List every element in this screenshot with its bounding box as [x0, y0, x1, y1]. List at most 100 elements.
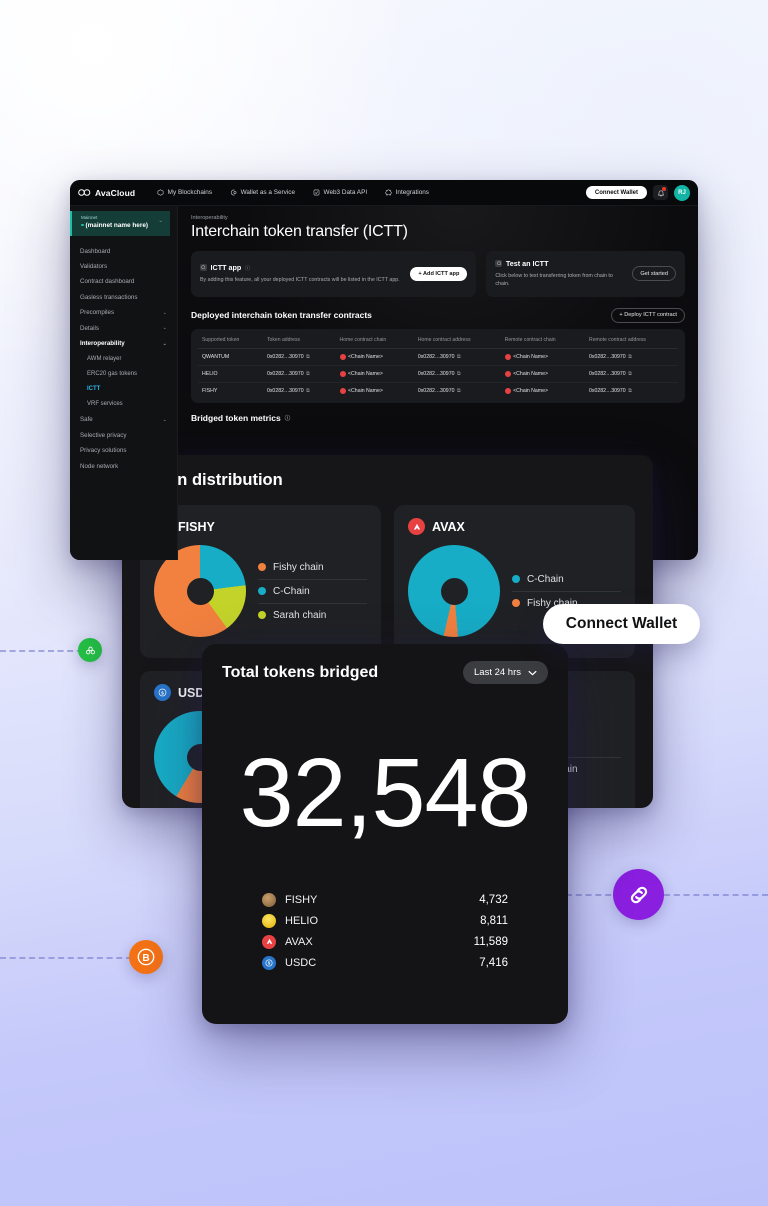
sidebar-item-precompiles[interactable]: Precompiles ⌄ — [70, 306, 177, 321]
network-selector[interactable]: Mainnet (mainnet name here) ⌄ — [70, 211, 170, 236]
brand-logo[interactable]: AvaCloud — [78, 188, 135, 198]
token-symbol: USDC — [285, 956, 317, 969]
home-chain-text: <Chain Name> — [348, 387, 383, 394]
legend-item: C-Chain — [258, 580, 367, 604]
cell-remote-address: 0x0282…30970 ⧉ — [585, 365, 678, 383]
remote-chain-text: <Chain Name> — [513, 387, 549, 394]
nav-right-actions: Connect Wallet RJ — [585, 184, 690, 201]
sidebar-item-vrf-services[interactable]: VRF services — [70, 397, 177, 412]
cell-token-address: 0x0282…30970 ⧉ — [263, 382, 336, 399]
table-row[interactable]: HELIO 0x0282…30970 ⧉ <Chain Name> 0x0282…… — [198, 365, 678, 383]
app-body: Mainnet (mainnet name here) ⌄ Dashboard … — [70, 206, 698, 560]
fishy-token-icon — [262, 892, 276, 907]
token-address-text: 0x0282…30970 — [266, 370, 304, 377]
cube-icon — [157, 189, 164, 196]
network-label: Mainnet — [81, 215, 98, 220]
copy-icon[interactable]: ⧉ — [306, 370, 310, 377]
ictt-app-card: ICTT app ⓘ By adding this feature, all y… — [191, 251, 477, 297]
info-icon[interactable]: ⓘ — [244, 265, 251, 272]
avax-donut-chart — [408, 545, 500, 637]
network-status-dot — [81, 223, 84, 227]
sidebar-item-label: Contract dashboard — [80, 278, 135, 286]
green-token-badge — [78, 638, 102, 662]
deploy-ictt-contract-button[interactable]: + Deploy ICTT contract — [611, 307, 685, 323]
avacloud-logo-icon — [78, 189, 91, 196]
sidebar-item-privacy-solutions[interactable]: Privacy solutions — [70, 443, 177, 458]
sidebar-item-label: Selective privacy — [80, 431, 127, 439]
sidebar-item-label: Gasless transactions — [80, 293, 138, 301]
copy-icon[interactable]: ⧉ — [628, 370, 632, 377]
nav-link-my-blockchains[interactable]: My Blockchains — [157, 189, 212, 196]
puzzle-icon — [385, 189, 392, 196]
time-range-label: Last 24 hrs — [474, 667, 521, 678]
sidebar-item-awm-relayer[interactable]: AWM relayer — [70, 352, 177, 367]
list-item: AVAX 11,589 — [262, 931, 508, 952]
cell-token: FISHY — [202, 387, 218, 394]
column-remote-contract-address: Remote contract address — [585, 331, 678, 349]
usdc-token-icon: $ — [154, 684, 171, 701]
home-chain-text: <Chain Name> — [348, 353, 383, 360]
get-started-button[interactable]: Get started — [632, 266, 676, 282]
sidebar-item-erc20-gas-tokens[interactable]: ERC20 gas tokens — [70, 367, 177, 382]
svg-text:B: B — [142, 953, 149, 964]
nav-link-wallet-as-a-service[interactable]: Wallet as a Service — [230, 189, 295, 196]
cell-token-address: 0x0282…30970 ⧉ — [262, 348, 336, 366]
connect-wallet-button[interactable]: Connect Wallet — [585, 186, 647, 199]
copy-icon[interactable]: ⧉ — [456, 387, 461, 394]
sidebar-item-label: Precompiles — [80, 309, 115, 317]
home-address-text: 0x0282…30970 — [417, 353, 455, 360]
time-range-selector[interactable]: Last 24 hrs — [463, 661, 548, 684]
sidebar-item-gasless-transactions[interactable]: Gasless transactions — [70, 290, 177, 305]
sidebar-item-selective-privacy[interactable]: Selective privacy — [70, 428, 177, 443]
copy-icon[interactable]: ⧉ — [306, 387, 310, 394]
sidebar-item-safe[interactable]: Safe ⌄ — [70, 413, 177, 428]
table-row[interactable]: FISHY 0x0282…30970 ⧉ <Chain Name> 0x0282…… — [198, 382, 678, 399]
copy-icon[interactable]: ⧉ — [628, 387, 632, 394]
table-section-header: Deployed interchain token transfer contr… — [191, 307, 685, 323]
sidebar-item-details[interactable]: Details ⌄ — [70, 321, 177, 336]
copy-icon[interactable]: ⧉ — [456, 370, 461, 377]
sidebar-item-dashboard[interactable]: Dashboard — [70, 244, 177, 259]
fishy-legend: Fishy chain C-Chain Sarah chain — [258, 556, 367, 627]
add-ictt-app-button[interactable]: + Add ICTT app — [410, 266, 468, 281]
remote-address-text: 0x0282…30970 — [589, 353, 626, 360]
dash-line-left-upper — [0, 650, 102, 652]
main-content: Interoperability Interchain token transf… — [178, 206, 698, 560]
avatar[interactable]: RJ — [674, 184, 690, 201]
cell-remote-chain: <Chain Name> — [500, 365, 586, 383]
cell-token: HELIO — [198, 365, 263, 383]
nav-link-web3-data-api[interactable]: Web3 Data API — [313, 189, 367, 196]
copy-icon[interactable]: ⧉ — [306, 353, 310, 360]
total-bridged-title: Total tokens bridged — [222, 663, 379, 681]
screen-glyph-icon — [497, 261, 501, 266]
brand-name: AvaCloud — [95, 187, 136, 198]
sidebar-item-label: Node network — [80, 462, 119, 470]
cell-token-address: 0x0282…30970 ⧉ — [262, 365, 336, 383]
legend-color-dot — [512, 575, 520, 583]
svg-text:$: $ — [161, 690, 164, 695]
remote-chain-text: <Chain Name> — [513, 370, 549, 377]
sidebar-item-ictt[interactable]: ICTT — [70, 382, 177, 397]
legend-label: Fishy chain — [273, 561, 324, 573]
column-home-contract-address: Home contract address — [413, 331, 501, 349]
notifications-button[interactable] — [653, 185, 668, 200]
sidebar-item-interoperability[interactable]: Interoperability ⌄ — [70, 336, 177, 351]
sidebar-item-validators[interactable]: Validators — [70, 259, 177, 274]
sidebar-item-node-network[interactable]: Node network — [70, 459, 177, 474]
sidebar: Mainnet (mainnet name here) ⌄ Dashboard … — [70, 206, 178, 560]
sidebar-item-label: ERC20 gas tokens — [87, 370, 138, 377]
nav-links: My Blockchains Wallet as a Service Web3 … — [157, 189, 429, 196]
copy-icon[interactable]: ⧉ — [628, 353, 632, 360]
legend-item: Fishy chain — [512, 592, 621, 615]
nav-link-integrations[interactable]: Integrations — [385, 189, 429, 196]
sidebar-item-contract-dashboard[interactable]: Contract dashboard — [70, 275, 177, 290]
svg-text:$: $ — [268, 960, 271, 965]
remote-address-text: 0x0282…30970 — [589, 387, 626, 394]
copy-icon[interactable]: ⧉ — [456, 353, 461, 360]
chevron-down-icon: ⌄ — [158, 218, 163, 224]
table-row[interactable]: QWANTUM 0x0282…30970 ⧉ <Chain Name> 0x028… — [198, 348, 678, 366]
sidebar-item-label: Privacy solutions — [80, 447, 127, 455]
list-item: HELIO 8,811 — [262, 910, 508, 931]
info-icon[interactable]: ⓘ — [284, 415, 291, 422]
connect-wallet-floating-button[interactable]: Connect Wallet — [543, 604, 700, 644]
